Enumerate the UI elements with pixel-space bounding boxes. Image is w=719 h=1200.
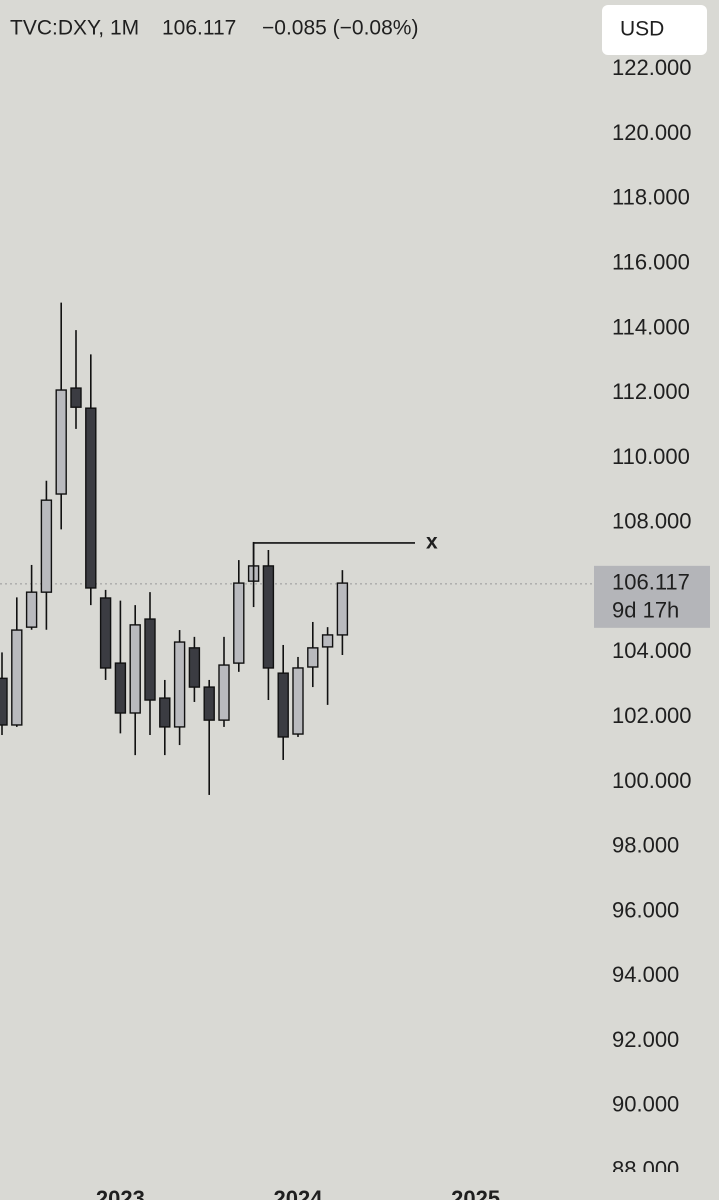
change-label: −0.085 (−0.08%) xyxy=(262,17,418,40)
y-tick-label: 122.000 xyxy=(612,55,692,80)
down-candle xyxy=(188,647,201,688)
y-tick-label: 90.000 xyxy=(612,1092,679,1117)
annotation-line xyxy=(252,542,415,582)
y-tick-label: 118.000 xyxy=(612,185,690,210)
y-tick-label: 102.000 xyxy=(612,703,692,728)
y-tick-label: 94.000 xyxy=(612,962,679,987)
down-candle xyxy=(99,597,112,669)
up-candle xyxy=(11,629,23,726)
y-tick-label: 88.000 xyxy=(612,1157,679,1182)
x-tick-label: 2025 xyxy=(451,1186,500,1200)
currency-label[interactable]: USD xyxy=(620,18,664,41)
up-candle xyxy=(173,641,186,728)
y-tick-label: 100.000 xyxy=(612,768,692,793)
symbol-title: TVC:DXY, 1M xyxy=(10,17,139,40)
x-tick-label: 2023 xyxy=(96,1186,145,1200)
up-candle xyxy=(129,624,141,714)
y-tick-label: 120.000 xyxy=(612,120,692,145)
last-price-header: 106.117 xyxy=(162,17,236,40)
down-candle xyxy=(85,407,97,589)
last-price-label: 106.117 xyxy=(612,570,690,595)
down-candle xyxy=(0,677,8,726)
last-price-box xyxy=(594,565,710,628)
up-candle xyxy=(321,634,334,648)
up-candle xyxy=(218,664,230,721)
up-candle xyxy=(292,667,304,735)
down-candle xyxy=(144,618,156,701)
up-candle xyxy=(40,499,53,593)
up-candle xyxy=(336,582,349,636)
up-candle xyxy=(307,647,319,668)
up-candle xyxy=(233,582,245,664)
y-tick-label: 92.000 xyxy=(612,1027,679,1052)
y-tick-label: 96.000 xyxy=(612,897,679,922)
annotation-label: x xyxy=(426,530,438,553)
x-tick-label: 2024 xyxy=(274,1186,324,1200)
down-candle xyxy=(159,697,171,728)
y-tick-label: 110.000 xyxy=(612,444,690,469)
y-tick-label: 114.000 xyxy=(612,314,690,339)
y-tick-label: 108.000 xyxy=(612,509,692,534)
y-tick-label: 116.000 xyxy=(612,250,690,275)
currency-button[interactable] xyxy=(602,5,707,55)
down-candle xyxy=(262,565,275,669)
y-tick-label: 112.000 xyxy=(612,379,690,404)
y-tick-label: 104.000 xyxy=(612,638,692,663)
countdown-label: 9d 17h xyxy=(612,598,679,623)
down-candle xyxy=(203,686,215,721)
down-candle xyxy=(70,387,82,408)
y-tick-label: 98.000 xyxy=(612,833,679,858)
up-candle xyxy=(55,389,67,495)
down-candle xyxy=(114,662,127,714)
down-candle xyxy=(277,672,289,738)
up-candle xyxy=(25,591,38,628)
